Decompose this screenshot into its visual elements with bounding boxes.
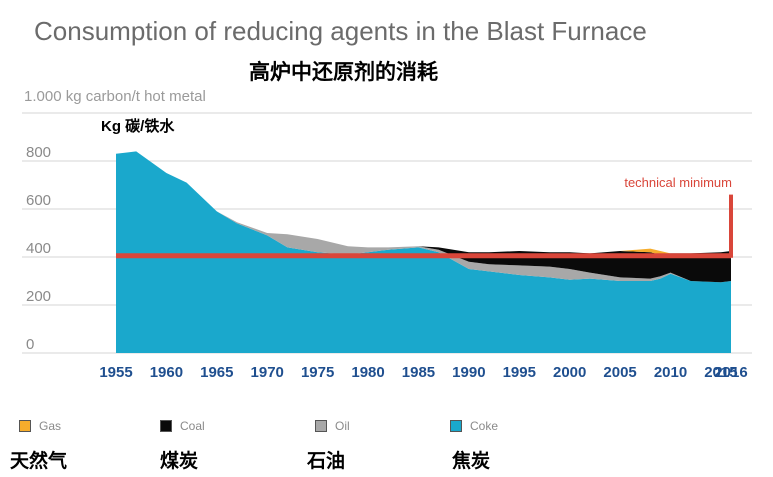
x-tick-1960: 1960 bbox=[150, 364, 183, 381]
legend-coal-swatch bbox=[160, 420, 172, 432]
x-tick-1980: 1980 bbox=[351, 364, 384, 381]
legend-oil-label: Oil bbox=[335, 419, 350, 433]
stacked-areas bbox=[116, 151, 731, 353]
area-coal bbox=[116, 151, 731, 283]
y-tick-600: 600 bbox=[26, 192, 51, 209]
legend-oil-swatch bbox=[315, 420, 327, 432]
x-tick-1990: 1990 bbox=[452, 364, 485, 381]
x-tick-1955: 1955 bbox=[99, 364, 132, 381]
technical-minimum-line bbox=[116, 194, 733, 259]
legend-coke-label: Coke bbox=[470, 419, 499, 433]
x-tick-1970: 1970 bbox=[251, 364, 284, 381]
x-tick-1965: 1965 bbox=[200, 364, 233, 381]
legend-coke-swatch bbox=[450, 420, 462, 432]
y-axis-ticks: 0 200 400 600 800 bbox=[26, 144, 51, 353]
legend-coal-label: Coal bbox=[180, 419, 205, 433]
legend-oil-cn: 石油 bbox=[307, 451, 346, 472]
x-tick-2010: 2010 bbox=[654, 364, 687, 381]
x-tick-2016: 2016 bbox=[714, 364, 747, 381]
legend-gas-swatch bbox=[19, 420, 31, 432]
legend-oil: Oil bbox=[315, 418, 350, 434]
x-tick-2000: 2000 bbox=[553, 364, 586, 381]
x-tick-1995: 1995 bbox=[503, 364, 536, 381]
legend-coke: Coke bbox=[450, 418, 498, 434]
x-tick-1985: 1985 bbox=[402, 364, 435, 381]
y-tick-800: 800 bbox=[26, 144, 51, 161]
x-tick-1975: 1975 bbox=[301, 364, 334, 381]
x-tick-2015: 2015 bbox=[704, 364, 737, 381]
legend-coal-cn: 煤炭 bbox=[160, 451, 199, 472]
y-tick-400: 400 bbox=[26, 240, 51, 257]
area-coke bbox=[116, 151, 731, 353]
legend-gas-label: Gas bbox=[39, 419, 62, 433]
x-axis-ticks: 1955 1960 1965 1970 1975 1980 1985 1990 1995 2000… bbox=[99, 364, 747, 381]
legend-gas-cn: 天然气 bbox=[10, 451, 68, 472]
y-tick-200: 200 bbox=[26, 288, 51, 305]
legend-coal: Coal bbox=[160, 418, 205, 434]
x-tick-2005: 2005 bbox=[603, 364, 636, 381]
chart-subtitle-cn: 高炉中还原剂的消耗 bbox=[249, 61, 438, 84]
technical-minimum-label: technical minimum bbox=[624, 175, 732, 190]
chart-title: Consumption of reducing agents in the Bl… bbox=[34, 16, 647, 46]
legend-coke-cn: 焦炭 bbox=[452, 451, 491, 472]
y-axis-unit-cn: Kg 碳/铁水 bbox=[101, 118, 175, 135]
y-tick-0: 0 bbox=[26, 336, 34, 353]
legend-gas: Gas bbox=[19, 418, 61, 434]
y-axis-unit: 1.000 kg carbon/t hot metal bbox=[24, 88, 206, 105]
